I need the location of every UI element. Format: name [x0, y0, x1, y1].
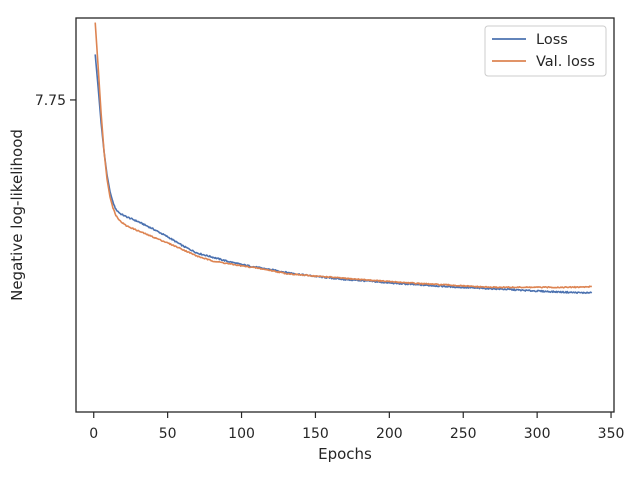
legend-label-val-loss: Val. loss	[536, 54, 595, 70]
series-line-val-loss	[94, 22, 593, 289]
x-tick-label-300: 300	[524, 426, 551, 442]
x-tick-label-50: 50	[159, 426, 177, 442]
x-axis-label: Epochs	[318, 445, 372, 463]
y-axis-ticks: 7.75	[35, 93, 76, 109]
x-tick-label-0: 0	[89, 426, 98, 442]
plot-frame	[75, 17, 615, 413]
x-tick-label-350: 350	[598, 426, 625, 442]
x-tick-label-200: 200	[376, 426, 403, 442]
legend: Loss Val. loss	[484, 25, 607, 77]
x-tick-label-150: 150	[302, 426, 329, 442]
x-tick-label-100: 100	[228, 426, 255, 442]
y-tick-label-0: 7.75	[35, 93, 66, 109]
x-axis-ticks: 0 50 100 150 200 250 300 350	[89, 412, 624, 442]
y-axis-label: Negative log-likelihood	[8, 129, 26, 301]
series-line-loss	[94, 54, 593, 295]
x-tick-label-250: 250	[450, 426, 477, 442]
series-layer	[94, 22, 593, 295]
legend-label-loss: Loss	[536, 32, 568, 48]
